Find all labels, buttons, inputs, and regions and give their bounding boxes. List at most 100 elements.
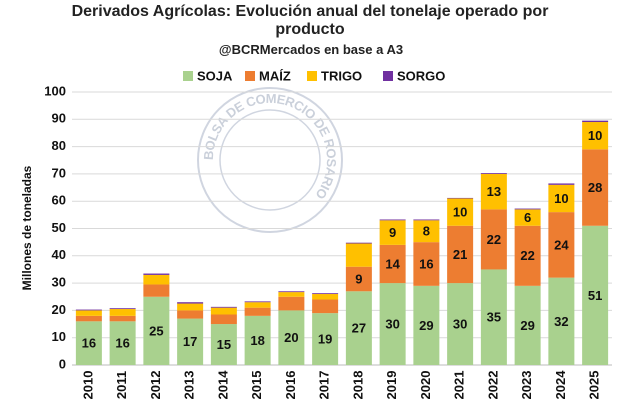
y-tick-label: 10 [52,329,66,344]
data-label: 10 [554,191,568,206]
bar-segment [345,242,372,244]
y-tick-label: 30 [52,275,66,290]
bar-segment [210,314,237,325]
data-label: 32 [554,314,568,329]
bar-segment [109,315,136,322]
bar-segment [582,120,609,123]
x-tick-label: 2022 [485,371,500,400]
bar-segment [312,294,339,300]
data-label: 9 [389,225,396,240]
data-label: 13 [487,184,501,199]
x-tick-label: 2025 [587,371,602,400]
bar-segment [379,220,406,245]
x-tick-label: 2018 [350,371,365,400]
chart-title: Derivados Agrícolas: Evolución anual del… [71,3,549,38]
y-tick-label: 70 [52,165,66,180]
bar-segment [177,302,204,304]
bar-segment [548,184,575,213]
x-tick-label: 2023 [519,371,534,400]
bar-segment [143,284,170,297]
bar-segment [548,183,575,185]
bar-segment [514,225,541,286]
bar-segment [582,122,609,150]
y-tick-label: 60 [52,193,66,208]
x-tick-label: 2015 [249,371,264,400]
legend-label: SORGO [397,68,445,83]
bar-segment [582,149,609,226]
legend-swatch [183,71,193,81]
bar-segment [177,310,204,319]
bar-segment [75,309,102,311]
bar-segment [514,209,541,226]
bar-segment [480,209,507,270]
bar-segment [514,285,541,365]
x-tick-label: 2016 [283,371,298,400]
bar-segment [75,310,102,316]
y-tick-label: 40 [52,247,66,262]
x-tick-label: 2019 [384,371,399,400]
data-label: 28 [588,180,602,195]
y-tick-label: 20 [52,302,66,317]
bar-segment [177,303,204,311]
x-tick-label: 2013 [182,371,197,400]
bar-segment [75,321,102,365]
y-tick-label: 0 [59,356,66,371]
data-label: 25 [149,323,163,338]
bar-segment [413,285,440,365]
bar-segment [447,197,474,199]
bar-segment [480,173,507,174]
data-label: 16 [115,336,129,351]
data-label: 30 [453,316,467,331]
legend-label: MAÍZ [259,68,291,83]
y-tick-label: 50 [52,220,66,235]
bar-segment [143,274,170,285]
bar-segment [548,212,575,278]
data-label: 51 [588,288,602,303]
bar-segment [278,292,305,297]
bar-segment [582,225,609,365]
data-label: 21 [453,247,467,262]
x-tick-label: 2021 [452,371,467,400]
bar-segment [447,283,474,365]
bar-segment [177,318,204,365]
bar-segment [278,310,305,365]
watermark: BOLSA DE COMERCIO DE ROSARIO [197,87,343,233]
x-tick-label: 2011 [114,371,129,399]
bar-segment [345,243,372,267]
y-axis-label: Millones de toneladas [20,165,34,290]
bar-segment [345,291,372,365]
bar-segment [75,315,102,322]
data-label: 29 [520,318,534,333]
x-tick-label: 2017 [317,371,332,400]
data-label: 8 [423,224,430,239]
x-tick-label: 2010 [80,371,95,400]
bar-segment [312,313,339,365]
bar-segment [447,225,474,284]
data-label: 24 [554,237,569,252]
x-tick-label: 2014 [215,370,230,400]
bar-segment [278,291,305,293]
bar-segment [480,173,507,210]
data-label: 27 [352,321,366,336]
bar-segment [244,301,271,303]
data-label: 6 [524,210,531,225]
legend-label: SOJA [197,68,233,83]
bar-segment [379,219,406,221]
bar-segment [413,220,440,243]
bar-segment [514,208,541,210]
bar-segment [345,266,372,292]
bar-segment [312,299,339,314]
bar-segment [109,321,136,365]
bar-segment [210,307,237,315]
bar-segment [379,244,406,284]
data-label: 16 [82,336,96,351]
data-label: 16 [419,256,433,271]
bar-segment [244,315,271,365]
bar-segment [244,302,271,308]
data-label: 10 [588,128,602,143]
data-label: 29 [419,318,433,333]
bar-segment [413,219,440,221]
bar-segment [548,277,575,365]
bar-segment [143,273,170,275]
